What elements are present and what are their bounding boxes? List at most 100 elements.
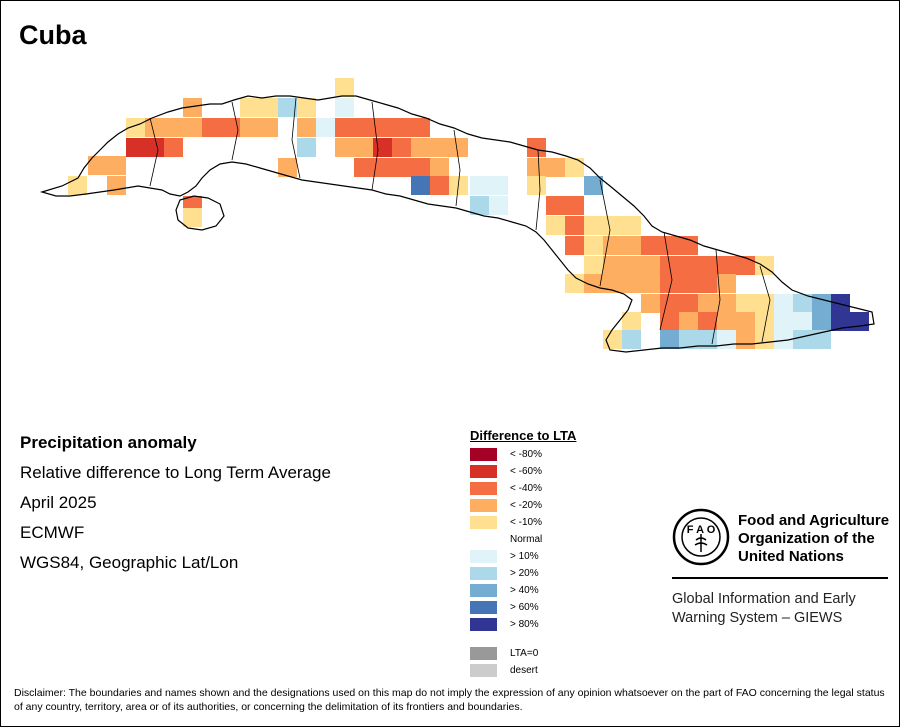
anomaly-cell (603, 274, 622, 293)
anomaly-cell (793, 330, 812, 349)
legend-swatch (470, 647, 497, 660)
anomaly-cell (278, 98, 297, 117)
anomaly-cell (660, 294, 679, 313)
map-info: Precipitation anomaly Relative differenc… (20, 432, 331, 582)
anomaly-cell (373, 138, 392, 157)
anomaly-cell (546, 196, 565, 215)
anomaly-cell (354, 138, 373, 157)
anomaly-cell (736, 330, 755, 349)
anomaly-cell (449, 138, 468, 157)
fao-name-line-3: United Nations (738, 548, 844, 565)
anomaly-cell (603, 216, 622, 235)
anomaly-cell (717, 312, 736, 331)
anomaly-cell (107, 176, 126, 195)
legend-label: Normal (510, 534, 543, 545)
anomaly-cell (698, 274, 717, 293)
legend-item: desert (470, 664, 538, 677)
legend-label: < -10% (510, 517, 542, 528)
fao-emblem-icon: F A O (672, 508, 730, 566)
anomaly-cell (164, 118, 183, 137)
giews-line-1: Global Information and Early (672, 591, 856, 607)
anomaly-cell (622, 256, 641, 275)
anomaly-cell (145, 118, 164, 137)
anomaly-cell (240, 98, 259, 117)
anomaly-cell (793, 294, 812, 313)
anomaly-cell (335, 78, 354, 97)
fao-divider (672, 577, 888, 579)
giews-line-2: Warning System – GIEWS (672, 610, 843, 626)
fao-name-line-1: Food and Agriculture (738, 512, 890, 529)
anomaly-cell (297, 118, 316, 137)
legend-label: < -60% (510, 466, 542, 477)
anomaly-cell (622, 216, 641, 235)
anomaly-cell (850, 312, 869, 331)
anomaly-cell (183, 118, 202, 137)
anomaly-cell (565, 158, 584, 177)
anomaly-cell (698, 294, 717, 313)
info-line-2: April 2025 (20, 493, 97, 512)
anomaly-cell (373, 158, 392, 177)
anomaly-cell (546, 158, 565, 177)
anomaly-cell (565, 196, 584, 215)
anomaly-cell (679, 274, 698, 293)
anomaly-cell (679, 236, 698, 255)
legend-item: > 60% (470, 601, 539, 614)
anomaly-cell (622, 312, 641, 331)
anomaly-cell (354, 158, 373, 177)
anomaly-cell (793, 312, 812, 331)
anomaly-cell (774, 294, 793, 313)
anomaly-cell (164, 138, 183, 157)
anomaly-cell (392, 138, 411, 157)
anomaly-cell (584, 256, 603, 275)
anomaly-cell (392, 158, 411, 177)
legend-swatch (470, 533, 497, 546)
anomaly-cell (698, 330, 717, 349)
anomaly-cell (470, 196, 489, 215)
anomaly-cell (641, 294, 660, 313)
anomaly-cell (660, 330, 679, 349)
legend-label: > 20% (510, 568, 539, 579)
legend-label: < -20% (510, 500, 542, 511)
legend-swatch (470, 499, 497, 512)
anomaly-cell (88, 156, 107, 175)
legend-item: < -80% (470, 448, 542, 461)
info-line-4: WGS84, Geographic Lat/Lon (20, 553, 239, 572)
anomaly-cell (278, 158, 297, 177)
fao-name: Food and Agriculture Organization of the… (738, 512, 898, 566)
anomaly-cell (679, 312, 698, 331)
anomaly-cell (430, 176, 449, 195)
anomaly-cell (565, 216, 584, 235)
anomaly-cell (717, 256, 736, 275)
anomaly-cell (698, 256, 717, 275)
legend-title: Difference to LTA (470, 428, 577, 443)
legend-label: LTA=0 (510, 648, 539, 659)
anomaly-cell (641, 256, 660, 275)
province-boundaries (149, 97, 771, 345)
anomaly-cell (736, 256, 755, 275)
anomaly-cell (489, 176, 508, 195)
anomaly-cell (335, 98, 354, 117)
anomaly-cell (622, 274, 641, 293)
anomaly-cell (584, 236, 603, 255)
anomaly-cell (489, 196, 508, 215)
anomaly-cell (316, 118, 335, 137)
fao-logo-block: F A O Food and Agriculture Organization … (672, 508, 889, 626)
fao-name-line-2: Organization of the (738, 530, 875, 547)
anomaly-cell (527, 176, 546, 195)
anomaly-cell (812, 312, 831, 331)
legend-swatch (470, 516, 497, 529)
anomaly-cell (755, 330, 774, 349)
anomaly-grid (68, 78, 869, 349)
anomaly-cell (297, 98, 316, 117)
anomaly-cell (411, 138, 430, 157)
anomaly-cell (812, 294, 831, 313)
map-title: Cuba (19, 20, 87, 50)
anomaly-cell (126, 138, 145, 157)
anomaly-cell (736, 312, 755, 331)
anomaly-cell (411, 158, 430, 177)
anomaly-cell (660, 312, 679, 331)
anomaly-cell (755, 312, 774, 331)
legend-item: < -40% (470, 482, 542, 495)
legend-item: Normal (470, 533, 542, 546)
anomaly-cell (527, 138, 546, 157)
